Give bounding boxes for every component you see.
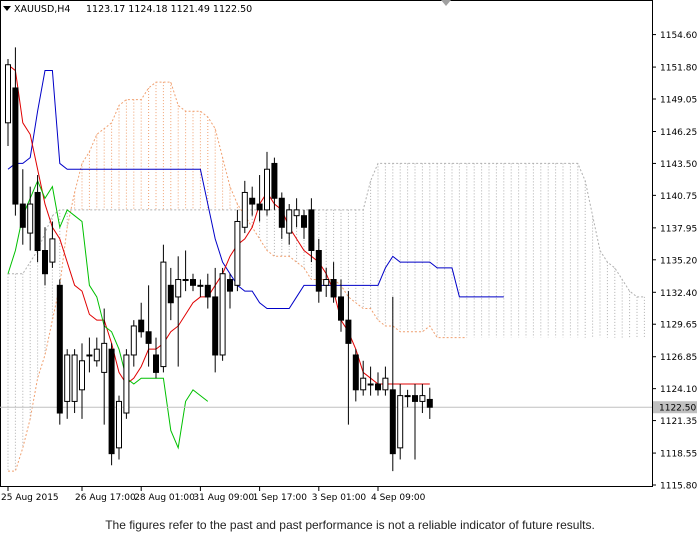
candle-body bbox=[182, 279, 189, 282]
candle-body bbox=[160, 261, 167, 368]
x-tick-label: 28 Aug 01:00 bbox=[134, 493, 195, 503]
x-tick-label: 3 Sep 01:00 bbox=[312, 493, 367, 503]
candle-body bbox=[256, 203, 263, 211]
x-tick-label: 1 Sep 17:00 bbox=[253, 493, 308, 503]
y-tick-label: 1115.80 bbox=[660, 482, 697, 492]
symbol-timeframe: XAUUSD,H4 bbox=[14, 4, 70, 15]
candle-body bbox=[64, 354, 71, 402]
candle-body bbox=[204, 284, 211, 298]
current-price-label: 1122.50 bbox=[659, 404, 696, 414]
candle-body bbox=[382, 377, 389, 391]
y-tick-label: 1126.85 bbox=[660, 353, 697, 363]
chikou-line bbox=[7, 179, 209, 450]
candle-body bbox=[56, 284, 63, 414]
candle-body bbox=[86, 354, 93, 357]
indicator-lines bbox=[7, 64, 504, 450]
candle-body bbox=[93, 348, 100, 362]
y-tick-label: 1140.75 bbox=[660, 192, 697, 202]
chart-dropdown-icon[interactable] bbox=[3, 6, 11, 11]
ohlc-readout: 1123.17 1124.18 1121.49 1122.50 bbox=[86, 4, 252, 15]
candle-body bbox=[426, 398, 433, 408]
price-axis[interactable]: 1154.60 1151.80 1149.05 1146.25 1143.50 1140.… bbox=[652, 31, 697, 492]
candle-body bbox=[49, 238, 56, 263]
candle-body bbox=[116, 400, 122, 449]
candle-body bbox=[367, 383, 374, 386]
candle-body bbox=[12, 87, 19, 205]
candle-body bbox=[19, 203, 26, 228]
candle-body bbox=[412, 395, 418, 402]
candle-body bbox=[145, 331, 152, 344]
candle-body bbox=[286, 209, 293, 234]
current-price-label-bg bbox=[653, 401, 697, 414]
senkou_a-line bbox=[8, 81, 467, 472]
y-tick-label: 1154.60 bbox=[660, 31, 697, 41]
candle-body bbox=[167, 284, 174, 304]
candle-body bbox=[338, 296, 344, 321]
candle-body bbox=[404, 395, 411, 398]
candlesticks bbox=[5, 47, 433, 472]
candle-body bbox=[419, 395, 426, 402]
candle-body bbox=[375, 383, 381, 391]
y-tick-label: 1146.25 bbox=[660, 128, 697, 138]
candle-body bbox=[315, 250, 322, 292]
candle-body bbox=[5, 64, 11, 124]
tenkan-line bbox=[7, 64, 430, 385]
candle-body bbox=[241, 191, 248, 228]
candle-body bbox=[323, 279, 330, 286]
candle-body bbox=[249, 197, 256, 205]
candle-body bbox=[264, 168, 270, 211]
candle-body bbox=[123, 354, 130, 414]
y-tick-label: 1132.40 bbox=[660, 289, 697, 299]
y-tick-label: 1124.10 bbox=[660, 385, 697, 395]
candle-body bbox=[79, 360, 85, 391]
y-tick-label: 1151.80 bbox=[660, 64, 697, 74]
y-tick-label: 1118.55 bbox=[660, 450, 697, 460]
y-tick-label: 1143.50 bbox=[660, 160, 697, 170]
disclaimer: The figures refer to the past and past p… bbox=[105, 518, 595, 532]
y-tick-label: 1121.35 bbox=[660, 417, 697, 427]
shift-marker-icon[interactable] bbox=[441, 0, 451, 6]
candle-body bbox=[190, 279, 196, 286]
kijun-line bbox=[7, 70, 504, 310]
candle-body bbox=[212, 296, 219, 356]
candle-body bbox=[27, 203, 34, 234]
y-tick-label: 1129.65 bbox=[660, 321, 697, 331]
candle-body bbox=[197, 284, 204, 287]
candle-body bbox=[219, 273, 226, 356]
ichimoku-cloud bbox=[7, 81, 645, 472]
candle-body bbox=[278, 197, 285, 228]
candle-body bbox=[397, 395, 404, 449]
candle-body bbox=[108, 348, 115, 455]
candle-body bbox=[227, 279, 233, 292]
candle-body bbox=[389, 389, 396, 455]
candle-body bbox=[71, 354, 78, 402]
candle-body bbox=[352, 354, 359, 391]
candle-body bbox=[345, 319, 352, 344]
candle-body bbox=[130, 325, 137, 356]
x-tick-label: 26 Aug 17:00 bbox=[75, 493, 136, 503]
x-tick-label: 31 Aug 09:00 bbox=[193, 493, 254, 503]
y-tick-label: 1149.05 bbox=[660, 96, 697, 106]
candle-body bbox=[293, 209, 300, 217]
candle-body bbox=[271, 162, 278, 199]
x-tick-label: 25 Aug 2015 bbox=[1, 493, 59, 503]
candle-body bbox=[175, 279, 182, 298]
candle-body bbox=[153, 354, 159, 373]
candle-body bbox=[330, 279, 337, 298]
y-tick-label: 1135.20 bbox=[660, 256, 697, 266]
candle-body bbox=[101, 342, 108, 373]
candle-body bbox=[360, 377, 367, 391]
candle-body bbox=[34, 191, 41, 251]
y-tick-label: 1137.95 bbox=[660, 224, 697, 234]
candle-body bbox=[301, 215, 307, 228]
x-tick-label: 4 Sep 09:00 bbox=[371, 493, 426, 503]
candle-body bbox=[138, 319, 145, 333]
candle-body bbox=[308, 209, 315, 251]
candle-body bbox=[42, 250, 48, 275]
candle-body bbox=[234, 220, 241, 286]
